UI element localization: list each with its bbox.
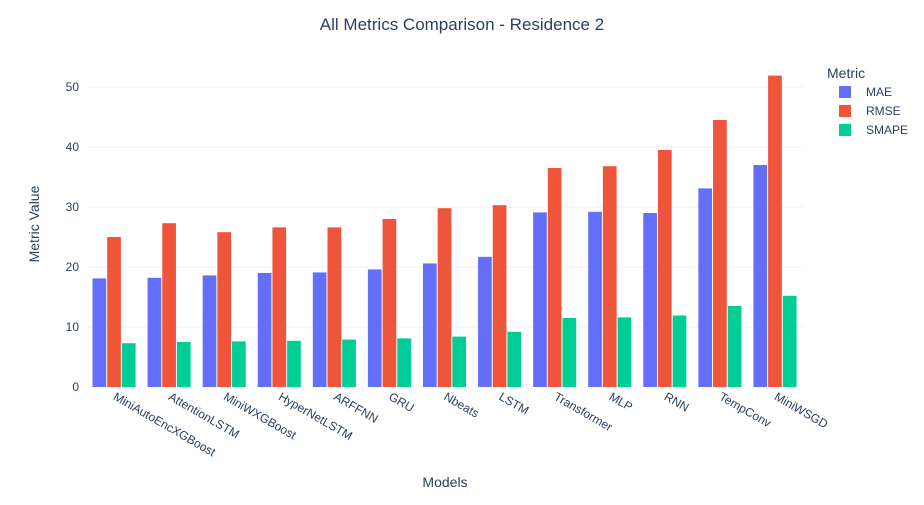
bar-rmse-transformer[interactable] [547, 168, 562, 387]
bar-mae-gru[interactable] [367, 269, 382, 387]
x-tick-label: MiniAutoEncXGBoost [111, 389, 219, 459]
x-tick-label: MLP [607, 389, 635, 413]
bar-smape-hypernetlstm[interactable] [287, 340, 301, 387]
bar-smape-miniautoencxgboost[interactable] [121, 343, 136, 387]
bar-smape-attentionlstm[interactable] [176, 342, 191, 387]
x-tick-label: TempConv [717, 389, 774, 430]
bar-mae-miniautoencxgboost[interactable] [92, 278, 107, 387]
bar-rmse-miniautoencxgboost[interactable] [107, 237, 121, 387]
bar-rmse-rnn[interactable] [657, 150, 672, 387]
bar-smape-rnn[interactable] [672, 315, 687, 387]
bar-mae-attentionlstm[interactable] [147, 277, 162, 387]
legend-label: MAE [866, 85, 892, 99]
y-axis-title: Metric Value [26, 185, 42, 262]
legend-label: SMAPE [866, 123, 908, 137]
bar-rmse-arffnn[interactable] [327, 227, 342, 387]
bar-rmse-hypernetlstm[interactable] [272, 227, 287, 387]
bar-mae-nbeats[interactable] [422, 263, 437, 387]
bar-smape-nbeats[interactable] [452, 336, 467, 387]
x-tick-label: RNN [662, 389, 692, 414]
bar-mae-lstm[interactable] [478, 256, 492, 387]
x-axis-ticks: MiniAutoEncXGBoostAttentionLSTMMiniWXGBo… [111, 389, 831, 459]
legend-swatch [839, 124, 851, 136]
bar-smape-gru[interactable] [397, 338, 411, 387]
bar-rmse-gru[interactable] [382, 219, 397, 387]
bar-rmse-nbeats[interactable] [437, 208, 452, 387]
bar-rmse-miniwxgboost[interactable] [217, 232, 232, 387]
legend[interactable]: Metric MAE RMSE SMAPE [827, 65, 908, 137]
y-tick-label: 50 [66, 80, 80, 94]
legend-swatch [839, 105, 851, 117]
bar-smape-tempconv[interactable] [727, 306, 742, 387]
bar-mae-rnn[interactable] [643, 213, 657, 387]
bar-mae-transformer[interactable] [533, 212, 547, 387]
legend-item-smape[interactable]: SMAPE [839, 123, 908, 137]
bar-smape-lstm[interactable] [507, 331, 522, 387]
chart-title: All Metrics Comparison - Residence 2 [320, 15, 604, 34]
bar-mae-mlp[interactable] [588, 211, 602, 387]
bar-smape-mlp[interactable] [617, 317, 632, 387]
bar-mae-arffnn[interactable] [312, 272, 327, 387]
y-tick-label: 20 [66, 260, 80, 274]
bar-rmse-lstm[interactable] [492, 205, 507, 387]
legend-item-rmse[interactable]: RMSE [839, 104, 901, 118]
bar-mae-miniwxgboost[interactable] [202, 275, 217, 387]
bar-rmse-mlp[interactable] [602, 166, 617, 387]
bar-rmse-miniwsgd[interactable] [768, 75, 782, 387]
legend-label: RMSE [866, 104, 901, 118]
bar-smape-arffnn[interactable] [342, 339, 356, 387]
bar-rmse-tempconv[interactable] [713, 120, 727, 387]
bar-rmse-attentionlstm[interactable] [162, 223, 176, 387]
x-tick-label: Transformer [552, 389, 615, 434]
legend-swatch [839, 86, 851, 98]
bar-mae-hypernetlstm[interactable] [257, 273, 272, 387]
x-axis-title: Models [422, 474, 467, 490]
x-tick-label: LSTM [497, 389, 532, 417]
y-tick-label: 0 [72, 380, 79, 394]
x-tick-label: GRU [386, 389, 416, 414]
bar-smape-miniwsgd[interactable] [782, 295, 797, 387]
bar-smape-miniwxgboost[interactable] [232, 341, 246, 387]
y-axis-ticks: 0 10 20 30 40 50 [66, 80, 80, 394]
y-tick-label: 10 [66, 320, 80, 334]
y-tick-label: 30 [66, 200, 80, 214]
legend-item-mae[interactable]: MAE [839, 85, 892, 99]
bar-mae-miniwsgd[interactable] [753, 165, 768, 387]
bar-smape-transformer[interactable] [562, 318, 577, 387]
y-tick-label: 40 [66, 140, 80, 154]
x-tick-label: Nbeats [442, 389, 482, 420]
bars-group [92, 75, 797, 387]
x-tick-label: MiniWSGD [772, 389, 831, 431]
legend-title: Metric [827, 65, 865, 81]
bar-mae-tempconv[interactable] [698, 188, 713, 387]
